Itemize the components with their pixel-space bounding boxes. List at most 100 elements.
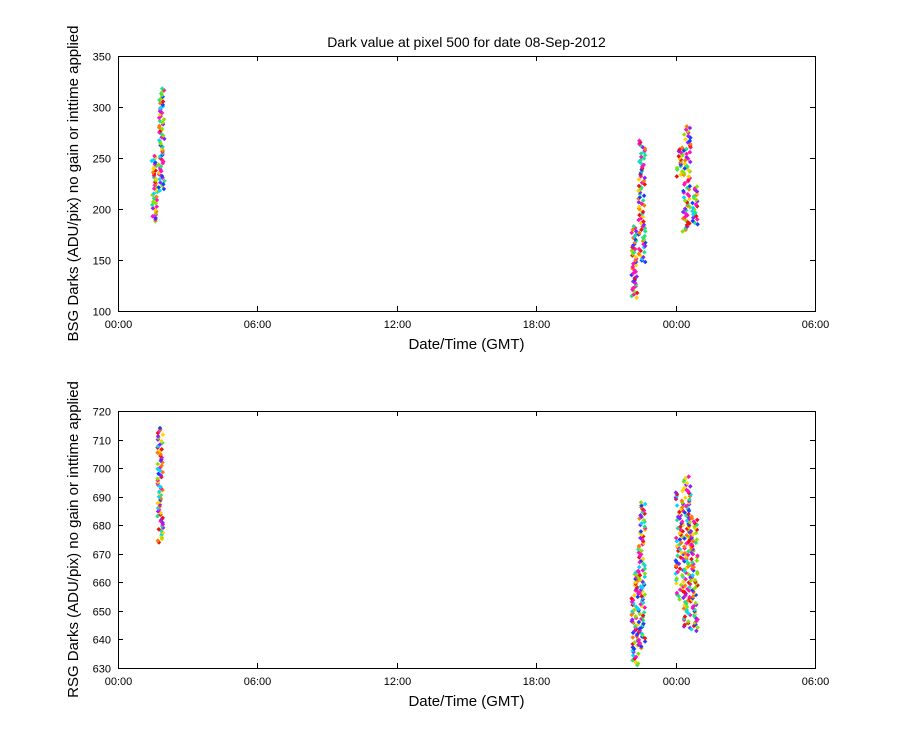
data-point [641, 241, 646, 247]
x-tick-label: 06:00 [244, 319, 272, 331]
data-point [682, 544, 687, 549]
data-point [639, 503, 644, 508]
data-point [673, 535, 679, 541]
data-point [674, 543, 680, 549]
data-point [155, 461, 161, 467]
data-point [152, 207, 158, 213]
data-point [680, 519, 685, 524]
data-point [642, 605, 648, 610]
data-point [156, 527, 162, 532]
data-point [677, 509, 682, 515]
data-point [157, 138, 162, 143]
data-point [152, 156, 157, 162]
data-point [157, 154, 163, 159]
data-point [640, 235, 646, 241]
data-point [632, 267, 637, 273]
data-point [680, 504, 685, 510]
data-point [640, 209, 646, 215]
data-point [638, 529, 644, 534]
data-point [636, 564, 642, 570]
data-point [683, 217, 688, 223]
data-point [153, 160, 158, 165]
data-point [157, 425, 163, 431]
data-point [151, 186, 157, 191]
data-point [687, 204, 693, 210]
x-tick-label: 00:00 [105, 319, 133, 331]
data-point [682, 206, 688, 212]
data-point [684, 604, 690, 610]
data-point [637, 138, 642, 143]
data-point [685, 552, 691, 558]
data-point [636, 606, 641, 612]
data-point [680, 229, 685, 234]
data-point [633, 228, 639, 234]
data-point [156, 494, 162, 499]
data-point [675, 553, 680, 558]
data-point [157, 100, 163, 106]
data-point [674, 165, 680, 171]
data-point [640, 214, 646, 219]
data-point [682, 550, 688, 556]
data-point [638, 154, 644, 160]
data-point [156, 185, 161, 190]
data-point [641, 178, 647, 184]
x-axis-label: Date/Time (GMT) [408, 336, 524, 353]
y-axis-label: BSG Darks (ADU/pix) no gain or inttime a… [65, 26, 82, 342]
data-point [638, 186, 643, 192]
data-point [641, 561, 646, 567]
data-point [633, 258, 638, 263]
data-point [681, 188, 686, 194]
data-point [155, 505, 161, 511]
data-point [680, 488, 685, 494]
data-point [680, 209, 686, 215]
data-point [682, 583, 688, 588]
data-point [642, 259, 648, 265]
data-point [681, 132, 687, 137]
data-point [681, 624, 687, 629]
data-point [636, 569, 641, 575]
data-points [155, 425, 700, 668]
data-point [630, 635, 636, 640]
y-tick-label: 200 [93, 205, 111, 217]
data-point [687, 493, 693, 499]
data-point [689, 560, 695, 565]
data-point [684, 154, 689, 160]
data-point [677, 537, 683, 542]
data-point [641, 156, 647, 161]
data-point [695, 569, 700, 575]
data-point [155, 430, 161, 436]
plot-frame [118, 56, 816, 312]
data-point [677, 566, 683, 571]
y-tick-label: 700 [93, 464, 111, 476]
x-tick-label: 06:00 [802, 319, 830, 331]
data-point [683, 127, 689, 132]
x-tick-label: 12:00 [384, 676, 412, 688]
data-point [694, 558, 700, 563]
data-point [679, 550, 684, 555]
data-point [637, 572, 643, 578]
data-point [636, 246, 642, 252]
x-tick-label: 06:00 [802, 676, 830, 688]
data-point [157, 97, 162, 103]
data-point [156, 162, 161, 167]
data-point [155, 500, 160, 506]
data-point [689, 626, 694, 632]
data-point [685, 164, 690, 170]
data-point [632, 628, 637, 634]
data-point [154, 209, 159, 214]
data-point [152, 183, 158, 188]
data-point [685, 219, 690, 224]
y-tick-label: 250 [93, 154, 111, 166]
data-point [154, 194, 159, 200]
data-point [680, 584, 686, 589]
data-point [685, 192, 690, 197]
data-point [629, 596, 634, 601]
data-point [638, 500, 644, 505]
data-point [637, 640, 643, 646]
data-point [636, 196, 641, 202]
data-point [641, 222, 647, 228]
data-point [162, 178, 167, 184]
data-point [674, 503, 680, 508]
data-points [149, 86, 700, 300]
